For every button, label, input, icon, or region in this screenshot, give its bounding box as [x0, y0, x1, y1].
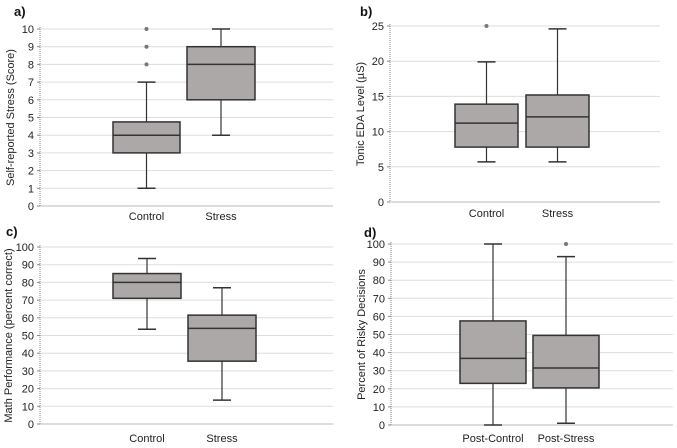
- panel-label: a): [14, 4, 26, 19]
- y-tick-label: 4: [28, 130, 34, 142]
- panel-label: c): [6, 224, 18, 239]
- y-tick-label: 20: [22, 384, 34, 396]
- iqr-box: [454, 103, 519, 148]
- y-tick-label: 25: [372, 21, 384, 33]
- y-axis-label: Self-reported Stress (Score): [5, 49, 17, 186]
- y-tick-label: 7: [28, 77, 34, 89]
- y-tick-label: 10: [22, 24, 34, 36]
- panel-label: b): [360, 4, 372, 19]
- y-tick-label: 30: [22, 366, 34, 378]
- iqr-box: [459, 320, 527, 385]
- y-tick-label: 1: [28, 183, 34, 195]
- y-tick-label: 80: [373, 275, 385, 287]
- y-tick-label: 5: [28, 113, 34, 125]
- y-tick-label: 70: [22, 295, 34, 307]
- y-tick-label: 0: [28, 419, 34, 431]
- y-tick-label: 10: [22, 401, 34, 413]
- y-axis-label: Percent of Risky Decisions: [356, 269, 368, 400]
- y-tick-label: 5: [378, 162, 384, 174]
- y-tick-label: 70: [373, 293, 385, 305]
- y-tick-label: 0: [379, 420, 385, 432]
- y-axis-label: Tonic EDA Level (µS): [355, 62, 367, 166]
- y-tick-label: 0: [378, 197, 384, 209]
- y-tick-label: 50: [22, 331, 34, 343]
- box-stress: [186, 28, 256, 136]
- y-tick-label: 10: [373, 402, 385, 414]
- panel-a: 0 1 2 3 4 5 6 7 8 9 10 a) Self-reported Stress (Scor…: [5, 4, 333, 223]
- iqr-box: [112, 121, 181, 154]
- y-tick-label: 100: [16, 242, 34, 254]
- y-tick-label: 20: [373, 384, 385, 396]
- panel-label: d): [364, 225, 376, 240]
- y-tick-label: 90: [373, 257, 385, 269]
- box-control: [454, 24, 519, 163]
- box-post-control: [459, 243, 527, 426]
- y-tick-label: 30: [373, 366, 385, 378]
- x-category-label: Control: [469, 208, 504, 220]
- y-axis-label: Math Performance (percent correct): [3, 248, 15, 422]
- y-tick-label: 60: [373, 311, 385, 323]
- iqr-box: [187, 314, 257, 362]
- y-tick-label: 80: [22, 277, 34, 289]
- x-category-label: Post-Control: [462, 433, 523, 445]
- x-category-label: Stress: [205, 211, 237, 223]
- outlier-point: [484, 24, 489, 28]
- box-control: [112, 257, 182, 331]
- outlier-point: [144, 44, 149, 49]
- y-tick-label: 3: [28, 148, 34, 160]
- outlier-point: [144, 27, 149, 31]
- box-stress: [525, 28, 590, 163]
- y-tick-label: 40: [22, 348, 34, 360]
- y-tick-label: 20: [372, 56, 384, 68]
- panel-c: 0 10 20 30 40 50 60 70 80 90 100 c) Math Performance…: [3, 224, 333, 445]
- y-tick-label: 10: [372, 127, 384, 139]
- x-category-label: Stress: [206, 433, 238, 445]
- y-tick-label: 100: [367, 239, 385, 251]
- x-category-label: Control: [129, 211, 164, 223]
- iqr-box: [112, 272, 182, 300]
- box-control: [112, 27, 181, 190]
- iqr-box: [525, 94, 590, 148]
- box-stress: [187, 286, 257, 401]
- y-tick-label: 50: [373, 330, 385, 342]
- x-category-label: Stress: [542, 208, 574, 220]
- y-tick-label: 0: [28, 201, 34, 213]
- y-tick-label: 60: [22, 313, 34, 325]
- y-tick-label: 2: [28, 166, 34, 178]
- iqr-box: [532, 334, 600, 389]
- y-tick-label: 8: [28, 59, 34, 71]
- x-category-label: Post-Stress: [538, 433, 595, 445]
- y-tick-label: 90: [22, 260, 34, 272]
- iqr-box: [186, 45, 256, 101]
- y-tick-label: 6: [28, 95, 34, 107]
- y-tick-label: 9: [28, 42, 34, 54]
- y-tick-label: 40: [373, 348, 385, 360]
- outlier-point: [564, 242, 568, 246]
- x-category-label: Control: [129, 433, 164, 445]
- panel-b: 0 5 10 15 20 25b) Tonic EDA Level (µS) Control S…: [355, 4, 660, 220]
- outlier-point: [144, 62, 149, 67]
- box-post-stress: [532, 242, 600, 424]
- y-tick-label: 15: [372, 91, 384, 103]
